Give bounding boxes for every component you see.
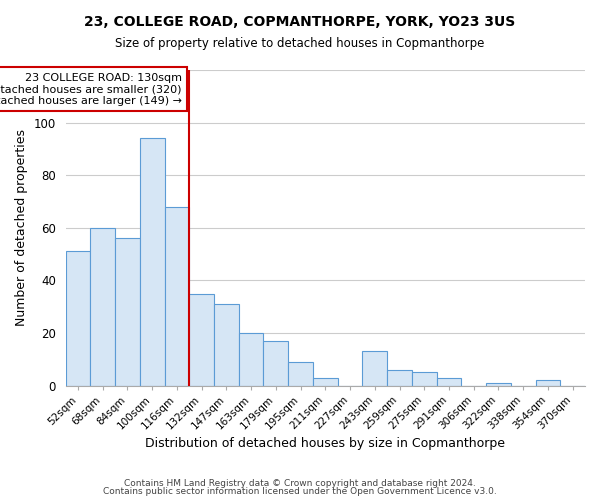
- Bar: [239, 333, 263, 386]
- Text: 23 COLLEGE ROAD: 130sqm
← 68% of detached houses are smaller (320)
32% of semi-d: 23 COLLEGE ROAD: 130sqm ← 68% of detache…: [0, 72, 182, 106]
- Text: Contains public sector information licensed under the Open Government Licence v3: Contains public sector information licen…: [103, 487, 497, 496]
- Text: 23, COLLEGE ROAD, COPMANTHORPE, YORK, YO23 3US: 23, COLLEGE ROAD, COPMANTHORPE, YORK, YO…: [85, 15, 515, 29]
- Bar: [387, 370, 412, 386]
- Bar: [362, 352, 387, 386]
- Y-axis label: Number of detached properties: Number of detached properties: [15, 130, 28, 326]
- Bar: [164, 206, 190, 386]
- Text: Size of property relative to detached houses in Copmanthorpe: Size of property relative to detached ho…: [115, 38, 485, 51]
- Text: Contains HM Land Registry data © Crown copyright and database right 2024.: Contains HM Land Registry data © Crown c…: [124, 478, 476, 488]
- Bar: [65, 252, 91, 386]
- X-axis label: Distribution of detached houses by size in Copmanthorpe: Distribution of detached houses by size …: [145, 437, 505, 450]
- Bar: [190, 294, 214, 386]
- Bar: [140, 138, 164, 386]
- Bar: [91, 228, 115, 386]
- Bar: [313, 378, 338, 386]
- Bar: [288, 362, 313, 386]
- Bar: [263, 341, 288, 386]
- Bar: [486, 383, 511, 386]
- Bar: [437, 378, 461, 386]
- Bar: [115, 238, 140, 386]
- Bar: [412, 372, 437, 386]
- Bar: [536, 380, 560, 386]
- Bar: [214, 304, 239, 386]
